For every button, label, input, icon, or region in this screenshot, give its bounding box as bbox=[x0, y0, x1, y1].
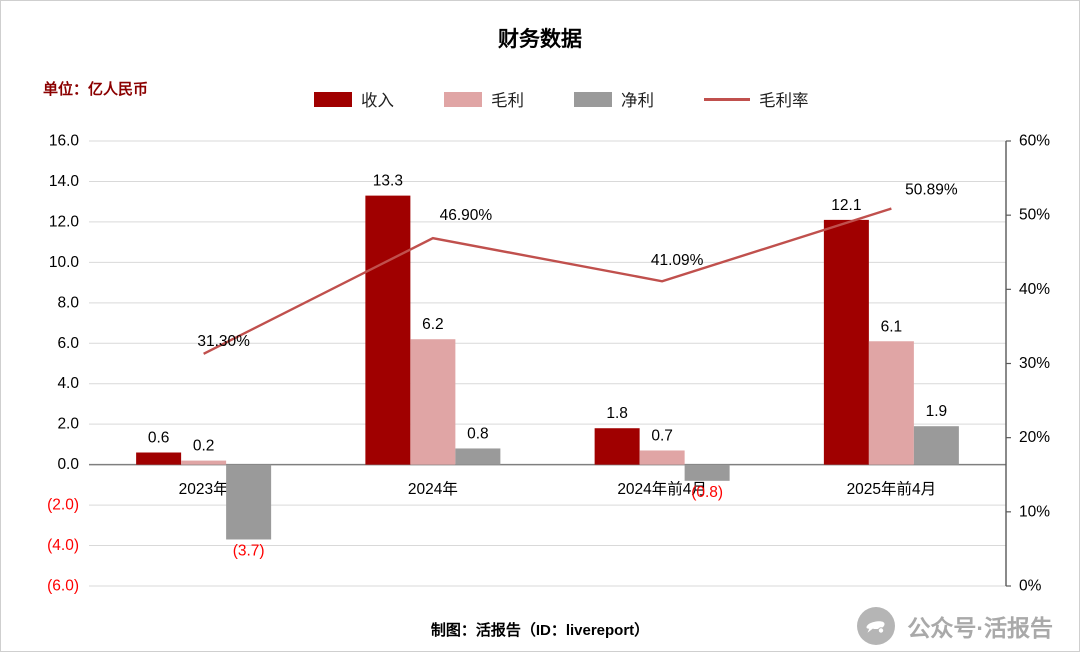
legend-item-毛利率: 毛利率 bbox=[704, 87, 809, 111]
bar-毛利 bbox=[181, 460, 227, 465]
bar-毛利 bbox=[639, 450, 685, 465]
legend-item-收入: 收入 bbox=[314, 87, 394, 111]
bar-收入 bbox=[823, 219, 869, 465]
left-axis-tick: (2.0) bbox=[47, 497, 79, 514]
legend-label: 收入 bbox=[361, 92, 394, 110]
bar-value-label: 0.6 bbox=[148, 430, 170, 447]
legend-label: 净利 bbox=[621, 92, 654, 110]
left-axis-tick: 4.0 bbox=[57, 375, 79, 392]
margin-rate-label: 46.90% bbox=[440, 207, 493, 224]
margin-rate-label: 31.30% bbox=[197, 333, 250, 350]
bar-收入 bbox=[136, 452, 182, 465]
margin-rate-label: 41.09% bbox=[651, 252, 704, 269]
right-axis-tick: 50% bbox=[1019, 207, 1050, 224]
bar-净利 bbox=[913, 426, 959, 465]
legend-line-swatch bbox=[704, 97, 750, 101]
bar-value-label: 6.1 bbox=[881, 318, 903, 335]
watermark: 公众号·活报告 bbox=[856, 606, 1053, 646]
legend-swatch bbox=[574, 91, 612, 107]
bar-value-label: 6.2 bbox=[422, 316, 444, 333]
unit-label: 单位：亿人民币 bbox=[43, 81, 149, 98]
right-axis-tick: 40% bbox=[1019, 281, 1050, 298]
category-label: 2024年 bbox=[408, 480, 458, 498]
bar-value-label-negative: (3.7) bbox=[233, 542, 265, 559]
left-axis-tick: 16.0 bbox=[49, 133, 80, 150]
left-axis-tick: 8.0 bbox=[57, 294, 79, 311]
bar-毛利 bbox=[410, 339, 456, 465]
margin-rate-line bbox=[203, 207, 892, 355]
left-axis-tick: (4.0) bbox=[47, 537, 79, 554]
bar-毛利 bbox=[868, 341, 914, 465]
left-axis-tick: 2.0 bbox=[57, 416, 79, 433]
margin-rate-label: 50.89% bbox=[905, 182, 958, 199]
legend-label: 毛利率 bbox=[759, 92, 809, 110]
legend-item-净利: 净利 bbox=[574, 87, 654, 111]
legend-swatch bbox=[444, 91, 482, 107]
right-axis-tick: 60% bbox=[1019, 133, 1050, 150]
left-axis-tick: (6.0) bbox=[47, 578, 79, 595]
bar-净利 bbox=[455, 448, 501, 465]
bar-value-label: 12.1 bbox=[831, 197, 861, 214]
left-axis-tick: 10.0 bbox=[49, 254, 80, 271]
category-label: 2023年 bbox=[179, 480, 229, 498]
bar-value-label: 1.9 bbox=[926, 403, 948, 420]
wechat-logo-icon bbox=[856, 606, 896, 646]
bar-净利 bbox=[226, 464, 272, 540]
category-label: 2025年前4月 bbox=[847, 480, 937, 498]
bar-value-label: 13.3 bbox=[373, 173, 403, 190]
legend: 收入 毛利 净利 毛利率 bbox=[314, 87, 809, 111]
bar-净利 bbox=[684, 464, 730, 481]
footer-credit: 制图：活报告（ID：livereport） bbox=[430, 622, 650, 639]
bar-value-label: 0.7 bbox=[651, 427, 673, 444]
legend-item-毛利: 毛利 bbox=[444, 87, 524, 111]
right-axis-tick: 30% bbox=[1019, 355, 1050, 372]
legend-swatch bbox=[314, 91, 352, 107]
right-axis-tick: 0% bbox=[1019, 578, 1042, 595]
left-axis-tick: 6.0 bbox=[57, 335, 79, 352]
bar-value-label: 0.2 bbox=[193, 438, 215, 455]
chart-title: 财务数据 bbox=[498, 28, 582, 51]
right-axis-tick: 20% bbox=[1019, 429, 1050, 446]
left-axis-tick: 0.0 bbox=[57, 456, 79, 473]
category-label: 2024年前4月 bbox=[617, 480, 707, 498]
bar-value-label: 1.8 bbox=[606, 405, 628, 422]
right-axis-tick: 10% bbox=[1019, 503, 1050, 520]
bar-收入 bbox=[365, 195, 411, 465]
bar-value-label: 0.8 bbox=[467, 425, 489, 442]
left-axis-tick: 12.0 bbox=[49, 213, 80, 230]
left-axis-tick: 14.0 bbox=[49, 173, 80, 190]
watermark-text: 公众号·活报告 bbox=[907, 615, 1053, 641]
bar-value-label-negative: (0.8) bbox=[691, 484, 723, 501]
bar-收入 bbox=[594, 428, 640, 465]
legend-label: 毛利 bbox=[491, 92, 524, 110]
